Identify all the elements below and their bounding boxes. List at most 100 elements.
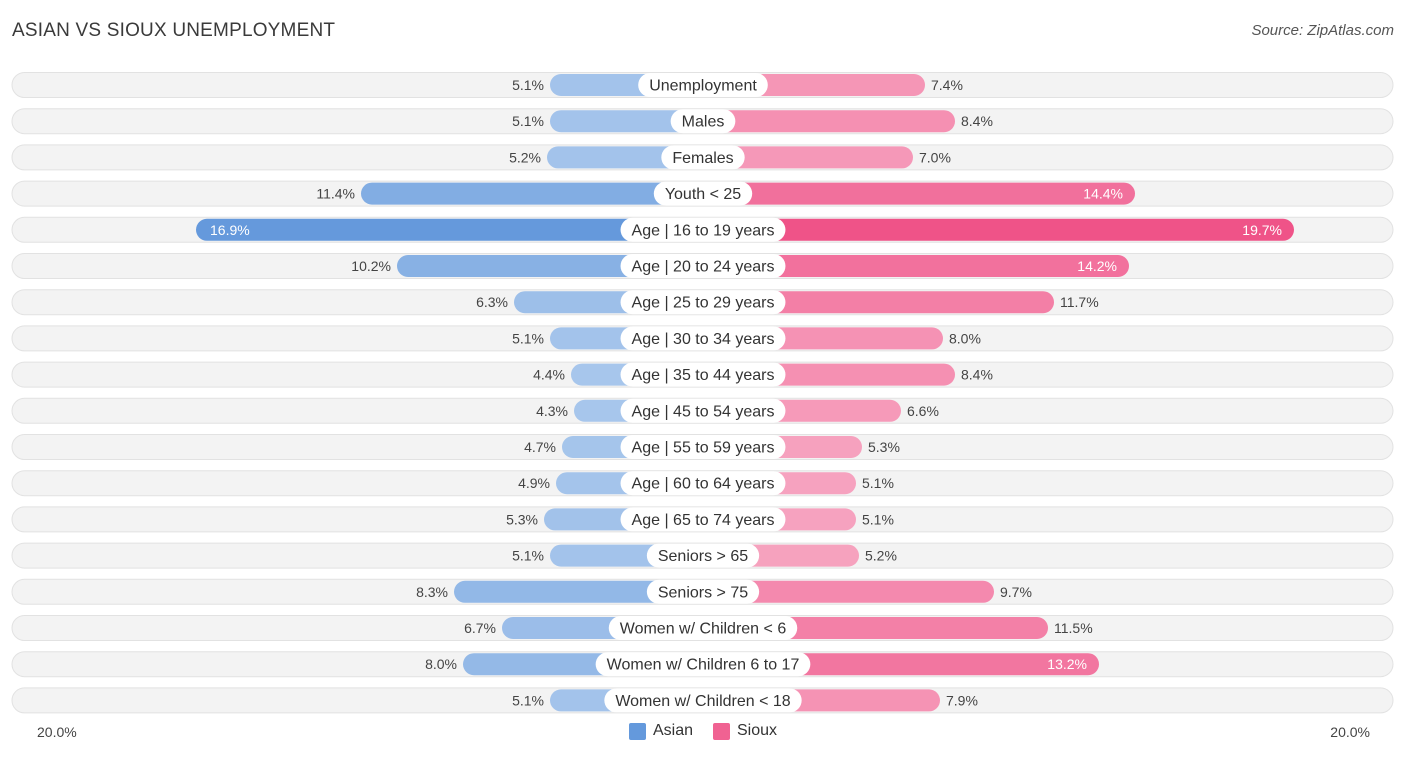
category-label: Women w/ Children < 18 — [615, 693, 790, 710]
legend-swatch-asian — [628, 722, 646, 740]
legend-item-sioux[interactable]: Sioux — [713, 722, 777, 740]
category-label-pill — [620, 362, 786, 387]
value-label-sioux: 8.4% — [961, 113, 993, 129]
category-label: Youth < 25 — [665, 186, 741, 203]
value-label-sioux: 19.7% — [1242, 222, 1282, 238]
legend-label-asian: Asian — [652, 722, 693, 739]
value-label-sioux: 5.1% — [862, 475, 894, 491]
value-label-sioux: 13.2% — [1047, 656, 1087, 672]
chart-row: 11.4% 14.4% Youth < 25 — [11, 180, 1394, 207]
value-label-asian: 4.4% — [533, 367, 565, 383]
value-label-sioux: 5.2% — [865, 548, 897, 564]
value-label-sioux: 14.4% — [1083, 186, 1123, 202]
chart-row: 5.1% 5.2% Seniors > 65 — [11, 542, 1394, 569]
category-label: Age | 25 to 29 years — [632, 295, 775, 312]
category-label-pill — [670, 109, 736, 134]
category-label-pill — [620, 507, 786, 532]
value-label-asian: 5.3% — [506, 511, 538, 527]
bar-sioux[interactable] — [703, 218, 1294, 241]
bar-asian[interactable] — [550, 110, 703, 133]
chart-row: 6.7% 11.5% Women w/ Children < 6 — [11, 615, 1394, 641]
category-label: Age | 16 to 19 years — [632, 222, 775, 239]
category-label-pill — [620, 435, 786, 459]
value-label-sioux: 5.1% — [862, 511, 894, 527]
category-label-pill — [620, 471, 786, 496]
category-label: Age | 65 to 74 years — [632, 512, 775, 529]
chart-row: 5.1% 7.4% Unemployment — [11, 72, 1394, 98]
category-label: Age | 55 to 59 years — [632, 440, 775, 457]
bar-sioux[interactable] — [703, 182, 1135, 205]
bar-sioux[interactable] — [703, 146, 913, 169]
category-label-pill — [608, 616, 798, 640]
chart-row: 8.0% 13.2% Women w/ Children 6 to 17 — [11, 651, 1394, 678]
value-label-asian: 6.7% — [464, 620, 496, 636]
chart-row: 10.2% 14.2% Age | 20 to 24 years — [11, 253, 1394, 279]
source-label: Source: ZipAtlas.com — [1251, 22, 1394, 39]
axis-right-label: 20.0% — [1330, 724, 1370, 740]
chart-row: 4.7% 5.3% Age | 55 to 59 years — [11, 434, 1394, 460]
value-label-sioux: 5.3% — [868, 439, 900, 455]
category-label-pill — [620, 398, 786, 423]
chart-row: 5.1% 8.0% Age | 30 to 34 years — [11, 325, 1394, 352]
value-label-asian: 5.1% — [512, 548, 544, 564]
chart-row: 4.4% 8.4% Age | 35 to 44 years — [11, 361, 1394, 388]
legend-label-sioux: Sioux — [737, 722, 778, 739]
category-label: Age | 20 to 24 years — [632, 259, 775, 276]
bar-asian[interactable] — [196, 218, 703, 241]
value-label-sioux: 7.9% — [946, 692, 978, 708]
category-label: Age | 30 to 34 years — [632, 331, 775, 348]
chart-row: 4.3% 6.6% Age | 45 to 54 years — [11, 397, 1394, 424]
legend: Asian Sioux — [0, 722, 1406, 740]
value-label-asian: 5.1% — [512, 77, 544, 93]
bar-asian[interactable] — [361, 182, 703, 205]
value-label-asian: 16.9% — [210, 222, 250, 238]
category-label-pill — [620, 326, 786, 351]
value-label-sioux: 11.5% — [1054, 620, 1093, 636]
category-label-pill — [595, 652, 811, 677]
value-label-asian: 4.7% — [524, 439, 556, 455]
category-label-pill — [638, 73, 768, 97]
category-label-pill — [620, 217, 786, 242]
category-label: Age | 45 to 54 years — [632, 403, 775, 420]
value-label-asian: 10.2% — [351, 258, 391, 274]
category-label: Age | 35 to 44 years — [632, 367, 775, 384]
value-label-asian: 6.3% — [476, 294, 508, 310]
value-label-sioux: 9.7% — [1000, 584, 1032, 600]
bar-asian[interactable] — [454, 580, 703, 603]
chart-title: ASIAN VS SIOUX UNEMPLOYMENT — [12, 20, 336, 41]
chart-row: 8.3% 9.7% Seniors > 75 — [11, 578, 1394, 605]
value-label-sioux: 8.0% — [949, 330, 981, 346]
value-label-sioux: 7.0% — [919, 149, 951, 165]
category-label-pill — [646, 579, 760, 604]
bar-sioux[interactable] — [703, 291, 1054, 314]
value-label-asian: 8.3% — [416, 584, 448, 600]
value-label-sioux: 14.2% — [1077, 258, 1117, 274]
value-label-sioux: 7.4% — [931, 77, 963, 93]
chart-row: 5.1% 8.4% Males — [11, 108, 1394, 135]
chart-row: 5.3% 5.1% Age | 65 to 74 years — [11, 506, 1394, 533]
value-label-sioux: 11.7% — [1060, 294, 1099, 310]
category-label: Females — [672, 150, 733, 167]
value-label-asian: 4.9% — [518, 475, 550, 491]
value-label-asian: 5.2% — [509, 149, 541, 165]
category-label: Women w/ Children 6 to 17 — [607, 657, 800, 674]
bar-sioux[interactable] — [703, 580, 994, 603]
category-label: Males — [682, 114, 725, 131]
value-label-asian: 5.1% — [512, 692, 544, 708]
value-label-sioux: 6.6% — [907, 403, 939, 419]
category-label-pill — [646, 543, 760, 568]
bar-sioux[interactable] — [703, 110, 955, 133]
chart-row: 16.9% 19.7% Age | 16 to 19 years — [11, 216, 1394, 243]
chart-row: 6.3% 11.7% Age | 25 to 29 years — [11, 289, 1394, 316]
axis-left-label: 20.0% — [37, 724, 77, 740]
value-label-asian: 5.1% — [512, 330, 544, 346]
category-label-pill — [620, 254, 786, 278]
legend-item-asian[interactable]: Asian — [628, 722, 693, 740]
bar-sioux[interactable] — [703, 255, 1129, 277]
category-label: Unemployment — [649, 78, 757, 95]
value-label-asian: 5.1% — [512, 113, 544, 129]
value-label-sioux: 8.4% — [961, 367, 993, 383]
legend-swatch-sioux — [713, 722, 730, 740]
category-label-pill — [604, 688, 802, 713]
